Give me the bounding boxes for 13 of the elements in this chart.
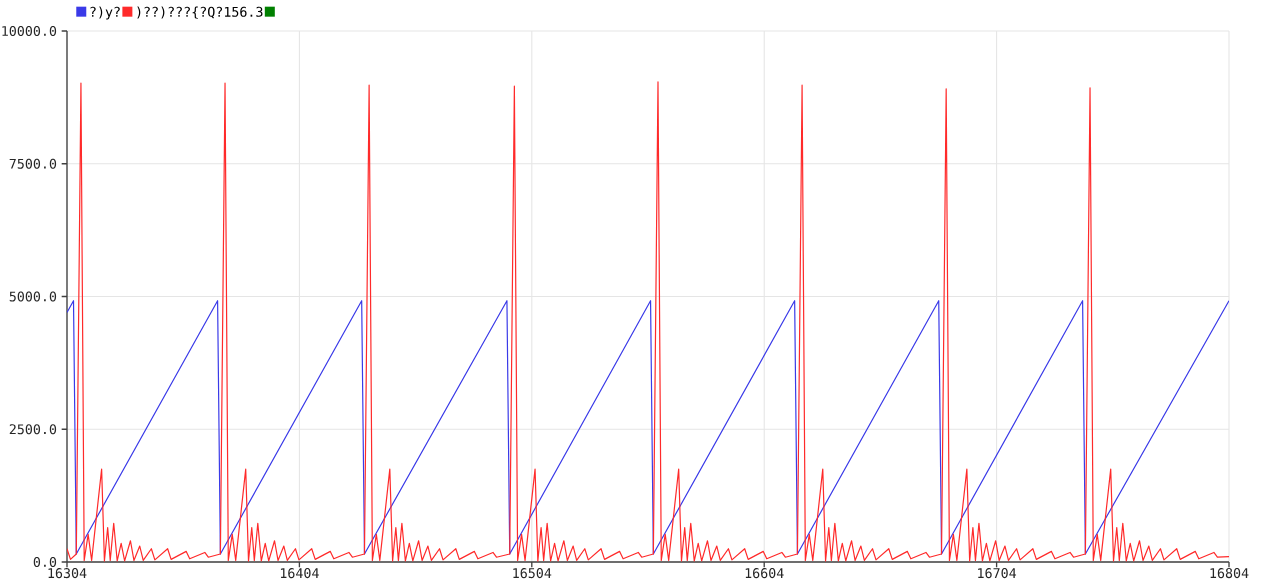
x-tick-label: 16504 [513, 568, 552, 579]
x-tick-label: 16404 [280, 568, 319, 579]
x-tick-label: 16704 [978, 568, 1017, 579]
y-tick-label: 7500.0 [9, 158, 57, 169]
legend-label: )??)???{?Q?156.3 [137, 6, 263, 19]
y-tick-label: 5000.0 [9, 291, 57, 302]
x-tick-label: 16804 [1210, 568, 1249, 579]
x-tick-label: 16304 [48, 568, 87, 579]
x-tick-label: 16604 [745, 568, 784, 579]
legend-label: ?)y? [90, 6, 120, 20]
y-tick-label: 2500.0 [9, 424, 57, 435]
y-tick-label: 0.0 [33, 556, 57, 568]
y-tick-label: 10000.0 [2, 25, 57, 37]
